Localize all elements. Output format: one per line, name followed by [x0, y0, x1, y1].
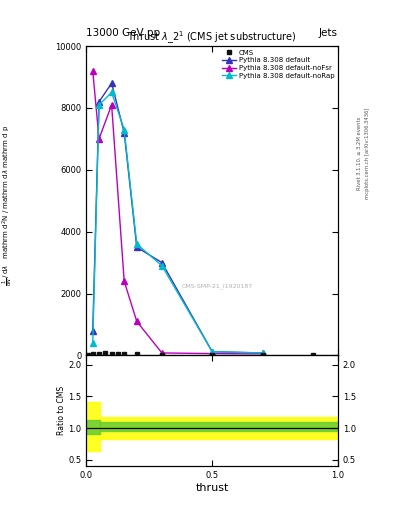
Y-axis label: Ratio to CMS: Ratio to CMS	[57, 386, 66, 435]
Pythia 8.308 default-noFsr	[134, 318, 139, 325]
Text: Rivet 3.1.10, ≥ 3.2M events: Rivet 3.1.10, ≥ 3.2M events	[357, 117, 362, 190]
Line: Pythia 8.308 default-noFsr: Pythia 8.308 default-noFsr	[90, 68, 265, 357]
CMS	[310, 352, 315, 358]
CMS	[160, 351, 164, 357]
CMS	[260, 352, 265, 358]
Pythia 8.308 default-noFsr	[97, 136, 101, 142]
Pythia 8.308 default-noRap	[97, 102, 101, 108]
Line: CMS: CMS	[85, 351, 315, 358]
Text: 13000 GeV pp: 13000 GeV pp	[86, 28, 161, 38]
CMS	[90, 351, 95, 357]
Pythia 8.308 default	[97, 99, 101, 105]
Pythia 8.308 default	[210, 349, 215, 355]
CMS	[134, 351, 139, 357]
Pythia 8.308 default-noRap	[122, 126, 127, 133]
CMS	[97, 351, 101, 357]
CMS	[210, 352, 215, 358]
Legend: CMS, Pythia 8.308 default, Pythia 8.308 default-noFsr, Pythia 8.308 default-noRa: CMS, Pythia 8.308 default, Pythia 8.308 …	[221, 48, 336, 80]
Title: Thrust $\lambda\_2^1$ (CMS jet substructure): Thrust $\lambda\_2^1$ (CMS jet substruct…	[127, 30, 297, 46]
Pythia 8.308 default-noFsr	[260, 351, 265, 357]
Pythia 8.308 default-noFsr	[109, 102, 114, 108]
Pythia 8.308 default-noFsr	[90, 68, 95, 74]
Text: $\frac{1}{\mathrm{d}N}\,/\,\mathrm{d}\lambda$   mathrm d$^2$N / mathrm d$\lambda: $\frac{1}{\mathrm{d}N}\,/\,\mathrm{d}\la…	[1, 124, 15, 286]
Pythia 8.308 default-noFsr	[122, 278, 127, 284]
CMS	[122, 351, 127, 357]
Line: Pythia 8.308 default: Pythia 8.308 default	[90, 80, 265, 356]
CMS	[116, 351, 120, 357]
Pythia 8.308 default	[122, 130, 127, 136]
Pythia 8.308 default-noRap	[90, 340, 95, 346]
CMS	[85, 351, 90, 357]
Pythia 8.308 default	[134, 244, 139, 250]
Text: mcplots.cern.ch [arXiv:1306.3436]: mcplots.cern.ch [arXiv:1306.3436]	[365, 108, 370, 199]
Pythia 8.308 default	[90, 328, 95, 334]
CMS	[109, 351, 114, 357]
CMS	[103, 350, 108, 356]
Text: CMS-SMP-21_I1920187: CMS-SMP-21_I1920187	[182, 283, 253, 289]
Pythia 8.308 default-noFsr	[210, 351, 215, 357]
Pythia 8.308 default-noFsr	[160, 350, 164, 356]
Pythia 8.308 default	[260, 350, 265, 356]
Text: Jets: Jets	[319, 28, 338, 38]
Pythia 8.308 default-noRap	[109, 90, 114, 96]
Pythia 8.308 default-noRap	[134, 241, 139, 247]
Pythia 8.308 default-noRap	[260, 350, 265, 356]
Pythia 8.308 default-noRap	[160, 263, 164, 269]
Pythia 8.308 default-noRap	[210, 349, 215, 355]
Pythia 8.308 default	[109, 80, 114, 87]
X-axis label: thrust: thrust	[196, 482, 229, 493]
Line: Pythia 8.308 default-noRap: Pythia 8.308 default-noRap	[90, 90, 265, 356]
Pythia 8.308 default	[160, 260, 164, 266]
